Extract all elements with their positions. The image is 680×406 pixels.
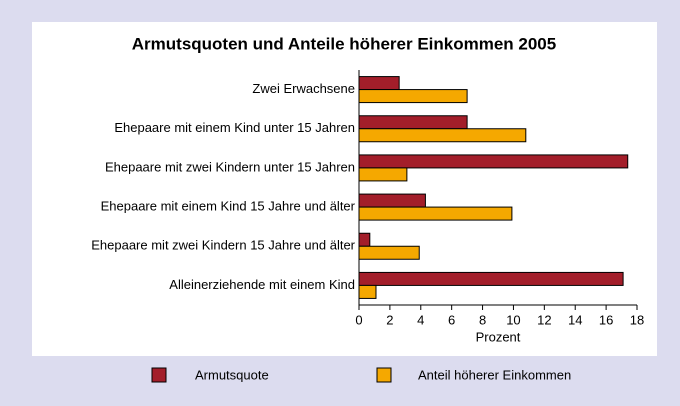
y-tick-label: Ehepaare mit zwei Kindern unter 15 Jahre… [105, 159, 355, 174]
x-tick-label: 10 [506, 312, 520, 327]
x-tick-label: 12 [537, 312, 551, 327]
y-tick-label: Alleinerziehende mit einem Kind [169, 277, 355, 292]
legend-swatch [376, 367, 392, 383]
x-tick-label: 6 [448, 312, 455, 327]
bar [358, 232, 371, 247]
x-tick-label: 2 [386, 312, 393, 327]
bar [358, 284, 377, 299]
x-tick-label: 14 [568, 312, 582, 327]
bar [358, 193, 426, 208]
bar [358, 89, 468, 104]
bar [358, 128, 527, 143]
chart-title: Armutsquoten und Anteile höherer Einkomm… [132, 34, 556, 53]
x-tick-label: 16 [599, 312, 613, 327]
panel [32, 22, 657, 356]
legend-label: Anteil höherer Einkommen [418, 367, 571, 382]
legend-label: Armutsquote [195, 367, 269, 382]
bar [358, 154, 629, 169]
x-tick-label: 4 [417, 312, 424, 327]
y-tick-label: Zwei Erwachsene [252, 81, 355, 96]
y-tick-label: Ehepaare mit einem Kind 15 Jahre und ält… [101, 199, 356, 214]
bar [358, 167, 408, 182]
bar [358, 245, 420, 260]
x-tick-label: 8 [479, 312, 486, 327]
bar [358, 206, 513, 221]
y-tick-label: Ehepaare mit einem Kind unter 15 Jahren [114, 120, 355, 135]
x-axis-label: Prozent [476, 329, 521, 344]
bar [358, 115, 468, 130]
x-tick-label: 0 [355, 312, 362, 327]
bar [358, 271, 624, 286]
legend-swatch [151, 367, 167, 383]
bar [358, 76, 400, 91]
y-tick-label: Ehepaare mit zwei Kindern 15 Jahre und ä… [91, 238, 355, 253]
x-tick-label: 18 [630, 312, 644, 327]
